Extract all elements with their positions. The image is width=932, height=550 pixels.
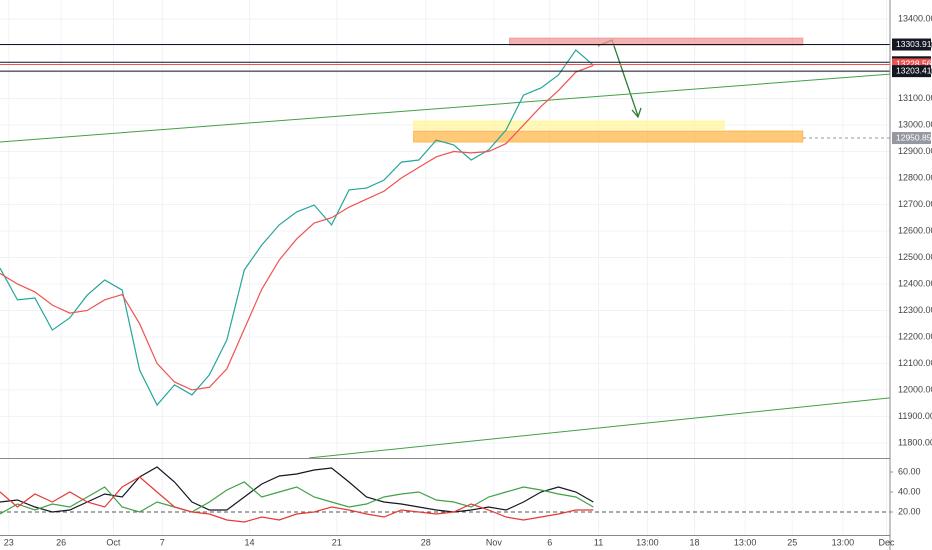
trendline [308, 397, 891, 459]
y-tick-label: 20.00 [898, 506, 921, 516]
y-tick-label: 12700.00 [898, 199, 932, 209]
zone [509, 37, 804, 46]
series-line [0, 64, 594, 391]
y-tick-label: 12100.00 [898, 358, 932, 368]
x-tick-label: 18 [690, 537, 700, 547]
x-tick-label: 6 [547, 537, 552, 547]
x-tick-label: Nov [486, 537, 503, 547]
x-tick-label: 13:00 [734, 537, 757, 547]
y-tick-label: 12500.00 [898, 252, 932, 262]
x-tick-label: 14 [245, 537, 255, 547]
series-line [0, 466, 594, 513]
y-tick-label: 13000.00 [898, 119, 932, 129]
y-tick-label: 13400.00 [898, 13, 932, 23]
price-label: 12950.85 [896, 132, 932, 142]
y-tick-label: 60.00 [898, 466, 921, 476]
zone [413, 120, 725, 130]
x-tick-label: 25 [787, 537, 797, 547]
series-line [0, 49, 594, 407]
y-tick-label: 12000.00 [898, 384, 932, 394]
price-label: 13303.91 [896, 39, 932, 49]
price-label: 13203.41 [896, 65, 932, 75]
y-tick-label: 12400.00 [898, 278, 932, 288]
y-tick-label: 12900.00 [898, 146, 932, 156]
price-label-box [892, 132, 931, 145]
price-label: 13228.56 [896, 59, 932, 69]
x-tick-label: 21 [332, 537, 342, 547]
x-tick-label: 7 [160, 537, 165, 547]
x-tick-label: Dec [879, 537, 896, 547]
price-label-box [892, 58, 931, 71]
series-line [0, 476, 594, 523]
y-tick-label: 12600.00 [898, 225, 932, 235]
x-tick-label: 26 [56, 537, 66, 547]
price-label-box [892, 65, 931, 78]
price-label-box [892, 38, 931, 51]
x-tick-label: 13:00 [636, 537, 659, 547]
y-tick-label: 12200.00 [898, 331, 932, 341]
x-tick-label: 23 [4, 537, 14, 547]
y-tick-label: 13100.00 [898, 93, 932, 103]
zone [413, 130, 804, 143]
y-tick-label: 12300.00 [898, 305, 932, 315]
x-tick-label: Oct [106, 537, 121, 547]
y-tick-label: 12800.00 [898, 172, 932, 182]
y-tick-label: 11800.00 [898, 437, 932, 447]
x-tick-label: 28 [421, 537, 431, 547]
x-tick-label: 13:00 [832, 537, 855, 547]
series-line [0, 481, 594, 515]
x-tick-label: 11 [594, 537, 603, 547]
y-tick-label: 40.00 [898, 486, 921, 496]
y-tick-label: 11900.00 [898, 411, 932, 421]
trendline [0, 73, 891, 143]
